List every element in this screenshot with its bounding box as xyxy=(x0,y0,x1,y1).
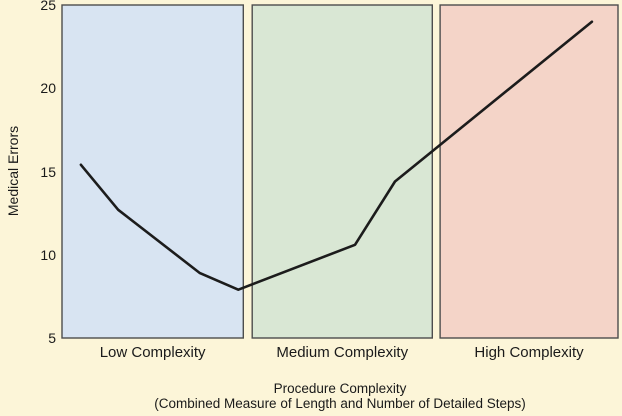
y-tick-label-10: 10 xyxy=(40,246,56,263)
y-tick-label-25: 25 xyxy=(40,0,56,13)
y-tick-label-5: 5 xyxy=(48,330,56,346)
y-tick-label-20: 20 xyxy=(40,80,56,97)
region-label-medium-complexity: Medium Complexity xyxy=(276,344,409,361)
region-label-high-complexity: High Complexity xyxy=(474,344,584,361)
region-low-complexity xyxy=(61,4,245,339)
y-tick-label-15: 15 xyxy=(40,163,56,180)
medical-errors-trend-line xyxy=(79,20,594,292)
region-label-low-complexity: Low Complexity xyxy=(99,344,206,361)
region-high-complexity xyxy=(439,4,619,339)
x-axis-title-line2: (Combined Measure of Length and Number o… xyxy=(154,396,526,411)
region-medium-complexity xyxy=(251,4,434,339)
x-axis-title-line1: Procedure Complexity xyxy=(273,381,407,396)
